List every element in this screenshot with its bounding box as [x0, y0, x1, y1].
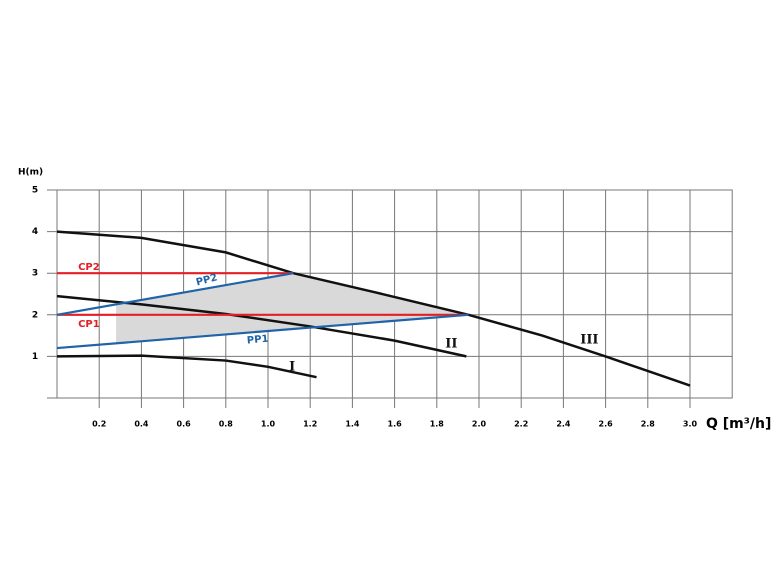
y-tick-label: 5: [32, 186, 38, 196]
shaded-region: [116, 273, 469, 344]
x-tick-label: 0.4: [134, 420, 149, 429]
x-tick-label: 1.6: [388, 420, 403, 429]
y-tick-label: 3: [32, 269, 38, 279]
x-tick-label: 3.0: [683, 420, 698, 429]
curve-label: I: [289, 359, 295, 374]
curve-label: PP2: [195, 272, 219, 288]
x-tick-label: 1.2: [303, 420, 317, 429]
x-tick-label: 0.6: [177, 420, 192, 429]
y-axis-label: H(m): [18, 168, 43, 178]
x-axis-label: Q [m³/h]: [706, 416, 771, 432]
y-tick-label: 4: [32, 227, 38, 237]
curve-label: III: [580, 332, 598, 347]
x-tick-label: 2.6: [599, 420, 614, 429]
curve: [56, 230, 691, 387]
x-tick-label: 1.0: [261, 420, 276, 429]
curve-label: CP1: [78, 319, 100, 330]
x-tick-label: 2.0: [472, 420, 487, 429]
curve: [56, 354, 317, 379]
curve-label: CP2: [78, 262, 100, 273]
y-tick-label: 2: [32, 310, 38, 320]
x-tick-label: 0.2: [92, 420, 106, 429]
curve-label: II: [445, 336, 457, 351]
y-tick-label: 1: [32, 352, 38, 362]
curve: [56, 272, 294, 316]
curve-label: PP1: [246, 334, 269, 347]
x-tick-label: 2.2: [514, 420, 528, 429]
x-tick-label: 1.8: [430, 420, 445, 429]
x-tick-label: 0.8: [219, 420, 234, 429]
curve: [56, 313, 469, 350]
x-tick-label: 1.4: [345, 420, 360, 429]
x-tick-label: 2.8: [641, 420, 656, 429]
x-tick-label: 2.4: [556, 420, 571, 429]
